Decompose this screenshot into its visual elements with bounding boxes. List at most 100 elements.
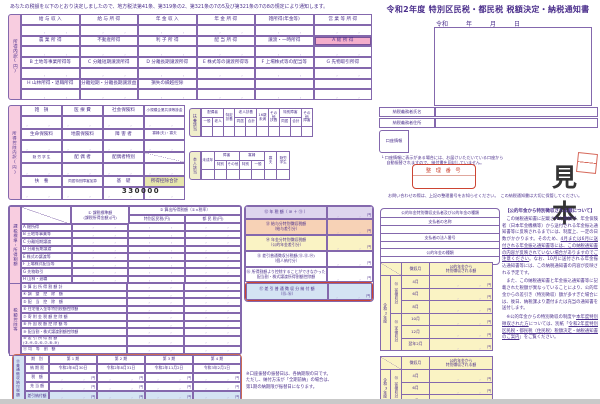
deduction-label-cell — [144, 152, 185, 164]
income-label-cell: 分離短期・分離長期譲渡益 — [79, 78, 138, 89]
payment-cell: 令和2年8月31日 — [97, 363, 145, 373]
income-value-cell — [196, 67, 255, 79]
tax-value-cell — [184, 275, 241, 283]
group-header-cell: 障害 — [213, 151, 240, 161]
tax-value-cell — [71, 268, 129, 276]
tax-value-cell — [128, 245, 185, 253]
deduction-breakdown-table: 所得控除内訳(円) 雑 損医 療 費社会保険料小規模企業共済等掛金生命保険料地震… — [8, 105, 185, 200]
red-seal-icon — [576, 152, 598, 174]
header-cell: 特定 扶養 — [223, 108, 236, 127]
group-header-cell: 特別障害 — [278, 108, 302, 118]
credit-row-label: ③ 算 出 所 得 割 額 計 — [20, 283, 128, 291]
pension-info: 【公的年金から特別徴収される額について】 この納税通知書に記載された税額が、年金… — [502, 208, 598, 344]
col2-sub-header: 都 民 税(円) — [185, 215, 241, 223]
credit-row-label: ⑨ 配当割・株式譲渡割額控除額 — [20, 328, 128, 336]
sub-header-cell: 同居 — [278, 117, 291, 127]
deduction-label-cell: 生命保険料 — [21, 128, 62, 140]
income-breakdown-table: 所得内訳(円) 給 与 収 入給 与 所 得年 金 収 入年 金 所 得雑所得(… — [8, 14, 372, 100]
header-cell: 未成年 — [201, 151, 215, 170]
header-cell: その他 障害 — [300, 108, 314, 127]
self-grid: 未成年 障害 寡婦寡 夫勤労 学生 特別 その他 特別 一般 — [201, 151, 290, 180]
value-cell — [263, 169, 278, 180]
deduction-label-cell: 医 療 費 — [62, 105, 103, 116]
income-value-cell — [313, 24, 372, 36]
credit-row-label: ⑦ 寄 附 金 税 額 控 除 額 — [20, 313, 128, 321]
tax-summary-box: ⑫ 年 税 額（ ⑩ ＋ ⑪ ）円⑬ 給与分特別徴収税額（給与差引分）円⑭ 年金… — [244, 205, 374, 302]
payment-cell: 円 — [145, 382, 193, 391]
month-header: 徴収月 — [401, 262, 430, 276]
account-label: 口座情報 — [379, 130, 409, 153]
deduction-value-cell — [21, 163, 62, 177]
tax-value-cell — [184, 320, 241, 328]
taxpayer-address-field — [435, 118, 598, 128]
payment-cell: 円 — [97, 382, 145, 391]
deduction-value-cell — [21, 139, 62, 153]
value-cell — [200, 126, 214, 137]
tax-value-cell — [184, 253, 241, 261]
income-value-cell — [196, 24, 255, 36]
income-label-cell: 年 金 収 入 — [138, 14, 197, 25]
income-value-cell — [196, 46, 255, 57]
amount-header: 公的年金から 特別徴収される額 — [429, 262, 493, 276]
payment-vertical-label: ⑰普通徴収納付税額 — [13, 355, 25, 401]
income-label-cell — [313, 78, 372, 89]
month-cell: 10月 — [401, 312, 430, 326]
sample-stamp: 見本 — [552, 163, 579, 228]
income-value-cell — [79, 46, 138, 57]
amount-cell: 円 — [429, 369, 493, 383]
payment-cell: 第 2 期 — [97, 355, 145, 364]
addressee-box — [434, 27, 592, 106]
deduction-label-cell: 扶 養 — [21, 176, 62, 188]
income-label-cell: 利 子 所 得 — [138, 35, 197, 46]
header-cell: その他 扶養 — [267, 108, 280, 127]
income-label-cell: A 総 所 得 — [313, 35, 372, 46]
summary-value-cell: 円 — [327, 251, 373, 267]
dependents-grid: 配偶者 特定 扶養 老人扶養 16歳 未満 その他 扶養 特別障害 その他 障害 一般 老人 同居… — [200, 108, 314, 137]
amount-cell: 円 — [429, 275, 493, 289]
income-label-cell: 譲渡・一時所得 — [255, 35, 314, 46]
year-label: 令和2年度 — [380, 275, 391, 351]
income-label-cell: 配 当 所 得 — [196, 35, 255, 46]
summary-row-label: ⑭ 年金分特別徴収税額 （公的年金差引分） — [245, 235, 327, 251]
tax-value-cell — [184, 260, 241, 268]
month-cell: 8月 — [401, 300, 430, 314]
deduction-label-cell: 勤 労 学 生 — [21, 152, 62, 164]
tax-row-label: G 先物取引 — [20, 268, 72, 276]
taxpayer-name-field — [435, 107, 598, 117]
income-label-cell: 給 与 所 得 — [79, 14, 138, 25]
deduction-value-cell — [144, 163, 185, 177]
income-label-cell: C 分離短期譲渡所得 — [79, 57, 138, 68]
deduction-label-cell: 雑 損 — [21, 105, 62, 116]
income-value-cell — [255, 46, 314, 57]
payer-title: 公的年金特別徴収支払者及び公的年金の種類 — [381, 209, 499, 218]
income-value-cell — [138, 67, 197, 79]
dependents-table: 扶養該当 配偶者 特定 扶養 老人扶養 16歳 未満 その他 扶養 特別障害 その他 障害 一… — [189, 108, 314, 137]
tax-value-cell — [71, 230, 129, 238]
tax-value-cell — [184, 268, 241, 276]
corner-cell — [380, 356, 402, 370]
tax-row-label: D 分離長期譲渡 — [20, 245, 72, 253]
bank-account-block: 口座情報 — [379, 130, 598, 153]
summary-value-cell: 円 — [327, 206, 373, 219]
income-value-cell — [21, 89, 80, 100]
summary-row: ⑮ 差引普通徴収分税額(⑫-⑬-⑭) （個人納付分）円 — [245, 251, 373, 267]
group-header-cell: 老人扶養 — [234, 108, 258, 118]
tax-value-cell — [128, 230, 185, 238]
credit-row-label: ⑧ 外 国 税 額 控 除 額 等 — [20, 320, 128, 328]
summary-row-label: ⑬ 給与分特別徴収税額 （給与差引分） — [245, 219, 327, 235]
tax-value-cell — [127, 335, 185, 346]
tax-value-cell — [71, 253, 129, 261]
page-title: 令和2年度 特別区民税・都民税 税額決定・納税通知書 — [386, 5, 590, 14]
corner-cell — [380, 262, 402, 276]
summary-row: ⑫ 年 税 額（ ⑩ ＋ ⑪ ）円 — [245, 206, 373, 219]
taxpayer-name-row: 納税義務者氏名 — [379, 107, 598, 117]
date-line: 令和 年 月 日 — [436, 21, 521, 28]
sub-header-cell: 合計 — [245, 117, 258, 127]
tax-value-cell — [71, 260, 129, 268]
sub-header-cell: 同居 — [234, 117, 247, 127]
value-cell — [234, 126, 247, 137]
income-value-cell — [255, 67, 314, 79]
month-cell: 4月 — [401, 275, 430, 289]
